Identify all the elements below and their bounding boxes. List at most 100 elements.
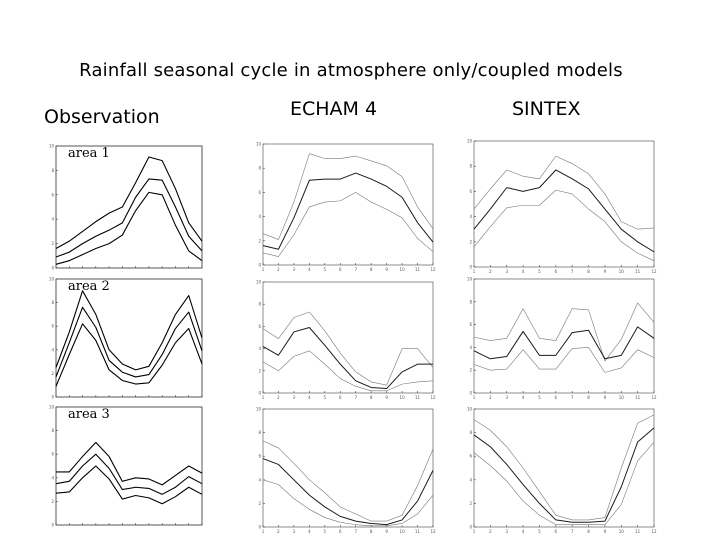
x-tick-label: 8 bbox=[587, 269, 590, 274]
y-tick-label: 8 bbox=[258, 430, 261, 435]
y-tick-label: 2 bbox=[469, 239, 472, 244]
y-tick-label: 2 bbox=[258, 501, 261, 506]
y-tick-label: 2 bbox=[51, 499, 54, 504]
y-tick-label: 10 bbox=[256, 280, 262, 285]
y-tick-label: 10 bbox=[467, 277, 473, 282]
x-tick-label: 4 bbox=[522, 395, 525, 400]
x-tick-label: 11 bbox=[635, 395, 641, 400]
area-label: area 2 bbox=[68, 279, 110, 294]
y-tick-label: 4 bbox=[469, 345, 472, 350]
y-tick-label: 6 bbox=[51, 324, 54, 329]
series-line-3 bbox=[55, 323, 203, 387]
x-tick-label: 3 bbox=[505, 529, 508, 534]
series-line-2 bbox=[55, 306, 203, 378]
chart-observation-area-3: 0 2 4 6 8 10 area 3 bbox=[49, 405, 203, 528]
x-tick-label: 8 bbox=[587, 529, 590, 534]
y-tick-label: 8 bbox=[469, 164, 472, 169]
x-tick-label: 2 bbox=[489, 395, 492, 400]
x-tick-label: 9 bbox=[385, 395, 388, 400]
x-tick-label: 12 bbox=[651, 395, 657, 400]
y-tick-label: 8 bbox=[51, 300, 54, 305]
plot-frame bbox=[473, 408, 655, 528]
x-tick-label: 6 bbox=[555, 269, 558, 274]
column-header-observation: Observation bbox=[44, 106, 160, 128]
series-line-3 bbox=[55, 465, 203, 505]
x-tick-label: 1 bbox=[262, 395, 265, 400]
y-tick-label: 8 bbox=[258, 166, 261, 171]
series-line-1 bbox=[55, 290, 203, 371]
x-tick-label: 3 bbox=[505, 395, 508, 400]
series-line-3 bbox=[55, 191, 203, 265]
column-header-echam4: ECHAM 4 bbox=[290, 98, 378, 120]
series-line-1 bbox=[473, 302, 655, 362]
x-tick-label: 2 bbox=[489, 529, 492, 534]
plot-frame bbox=[473, 278, 655, 394]
series-line-1 bbox=[262, 311, 434, 386]
y-tick-label: 2 bbox=[469, 368, 472, 373]
x-tick-label: 7 bbox=[571, 529, 574, 534]
plot-frame bbox=[55, 406, 203, 526]
series-line-2 bbox=[473, 326, 655, 360]
series-line-3 bbox=[262, 479, 434, 527]
y-tick-label: 4 bbox=[258, 214, 261, 219]
plot-frame bbox=[55, 145, 203, 269]
series-line-1 bbox=[473, 414, 655, 521]
x-tick-label: 5 bbox=[324, 395, 327, 400]
series-line-2 bbox=[262, 172, 434, 250]
y-tick-label: 8 bbox=[469, 430, 472, 435]
x-tick-label: 9 bbox=[385, 529, 388, 534]
y-tick-label: 6 bbox=[469, 454, 472, 459]
x-tick-label: 1 bbox=[262, 529, 265, 534]
x-tick-label: 11 bbox=[635, 269, 641, 274]
y-tick-label: 0 bbox=[469, 265, 472, 270]
x-tick-label: 10 bbox=[619, 269, 625, 274]
x-tick-label: 7 bbox=[571, 395, 574, 400]
area-label: area 1 bbox=[68, 146, 110, 161]
x-tick-label: 3 bbox=[293, 395, 296, 400]
y-tick-label: 6 bbox=[258, 190, 261, 195]
x-tick-label: 9 bbox=[385, 267, 388, 272]
y-tick-label: 6 bbox=[258, 454, 261, 459]
y-tick-label: 0 bbox=[469, 391, 472, 396]
y-tick-label: 4 bbox=[51, 475, 54, 480]
x-tick-label: 12 bbox=[651, 529, 657, 534]
x-tick-label: 8 bbox=[370, 267, 373, 272]
series-line-1 bbox=[473, 155, 655, 230]
x-tick-label: 10 bbox=[400, 529, 406, 534]
series-line-3 bbox=[262, 192, 434, 257]
x-tick-label: 4 bbox=[522, 269, 525, 274]
chart-observation-area-2: 0 2 4 6 8 10 area 2 bbox=[49, 277, 203, 400]
series-line-2 bbox=[55, 453, 203, 495]
x-tick-label: 1 bbox=[473, 529, 476, 534]
x-tick-label: 7 bbox=[354, 529, 357, 534]
x-tick-label: 10 bbox=[619, 529, 625, 534]
x-tick-label: 9 bbox=[604, 269, 607, 274]
x-tick-label: 12 bbox=[430, 267, 436, 272]
x-tick-label: 6 bbox=[555, 395, 558, 400]
x-tick-label: 9 bbox=[604, 529, 607, 534]
x-tick-label: 2 bbox=[277, 529, 280, 534]
x-tick-label: 11 bbox=[415, 395, 421, 400]
y-tick-label: 6 bbox=[258, 324, 261, 329]
x-tick-label: 1 bbox=[473, 395, 476, 400]
x-tick-label: 2 bbox=[277, 267, 280, 272]
y-tick-label: 0 bbox=[51, 266, 54, 271]
series-line-2 bbox=[262, 327, 433, 390]
x-tick-label: 11 bbox=[415, 267, 421, 272]
x-tick-label: 1 bbox=[262, 267, 265, 272]
x-tick-label: 4 bbox=[308, 267, 311, 272]
x-tick-label: 7 bbox=[354, 267, 357, 272]
y-tick-label: 10 bbox=[49, 277, 55, 282]
x-tick-label: 5 bbox=[324, 529, 327, 534]
y-tick-label: 2 bbox=[51, 241, 54, 246]
x-tick-label: 5 bbox=[324, 267, 327, 272]
y-tick-label: 8 bbox=[51, 168, 54, 173]
series-line-1 bbox=[56, 441, 203, 486]
x-tick-label: 4 bbox=[308, 529, 311, 534]
series-line-1 bbox=[55, 156, 203, 249]
y-tick-label: 4 bbox=[258, 477, 261, 482]
